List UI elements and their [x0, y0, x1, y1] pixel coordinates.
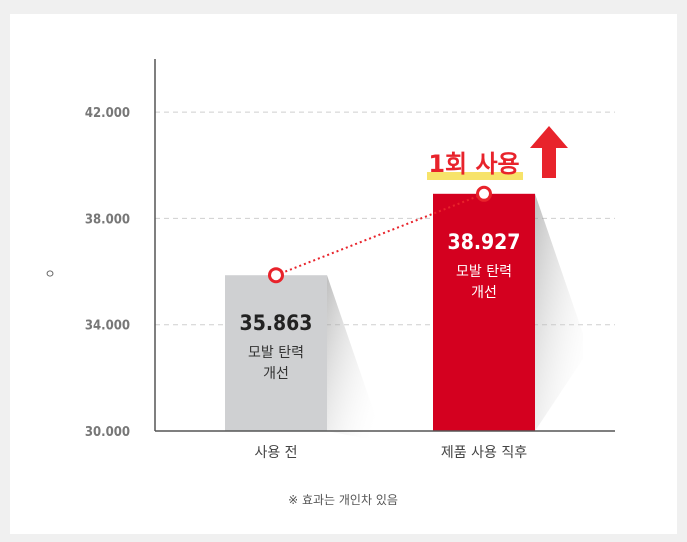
bar-caption: 개선	[263, 366, 289, 382]
annotation-group: 1회 사용	[427, 126, 568, 180]
bar-caption: 개선	[471, 285, 497, 301]
bar-value-label: 38.927	[448, 230, 521, 254]
y-tick-label: 42.000	[85, 106, 130, 121]
bar-caption: 모발 탄력	[248, 345, 304, 361]
annotation-text: 1회 사용	[428, 150, 519, 178]
trend-point	[476, 185, 492, 202]
bar	[225, 275, 327, 431]
trend-line	[275, 192, 485, 277]
annotation-highlight	[427, 172, 523, 180]
y-axis-label: ㅇ	[44, 267, 55, 281]
trend-point	[268, 267, 284, 284]
bar-shadow	[327, 275, 375, 441]
x-tick-label: 사용 전	[254, 445, 297, 461]
y-tick-label: 38.000	[85, 212, 130, 227]
chart-card: 30.000 34.000 38.000 42.000 35.863 모발 탄력 개선 사용 …	[10, 14, 677, 534]
bar-value-label: 35.863	[240, 311, 313, 335]
up-arrow-icon	[530, 126, 568, 178]
y-tick-label: 34.000	[85, 319, 130, 334]
footnote: ※ 효과는 개인차 있음	[288, 493, 398, 507]
bar	[433, 193, 535, 431]
bar-caption: 모발 탄력	[456, 264, 512, 280]
y-tick-label: 30.000	[85, 425, 130, 440]
x-tick-label: 제품 사용 직후	[441, 445, 527, 461]
bar-shadow	[535, 193, 583, 431]
